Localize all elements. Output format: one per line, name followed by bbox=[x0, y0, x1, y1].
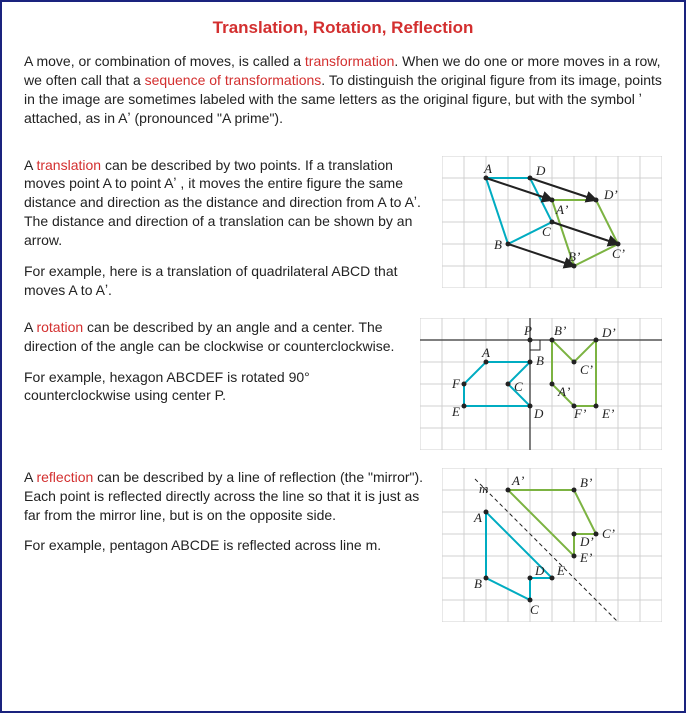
svg-text:A: A bbox=[483, 161, 492, 176]
translation-p2: For example, here is a translation of qu… bbox=[24, 262, 432, 300]
svg-text:B: B bbox=[474, 576, 482, 591]
reflection-svg: mA B C DE Aʼ Bʼ Cʼ DʼEʼ bbox=[442, 468, 662, 622]
svg-text:Aʼ: Aʼ bbox=[555, 202, 568, 217]
rotation-p1: A rotation can be described by an angle … bbox=[24, 318, 410, 356]
intro-t1: A move, or combination of moves, is call… bbox=[24, 53, 305, 69]
svg-text:Cʼ: Cʼ bbox=[612, 246, 625, 261]
svg-text:Bʼ: Bʼ bbox=[554, 323, 566, 338]
svg-text:A: A bbox=[481, 345, 490, 360]
term-reflection: reflection bbox=[36, 469, 93, 485]
svg-text:Dʼ: Dʼ bbox=[579, 534, 594, 549]
svg-text:D: D bbox=[534, 563, 545, 578]
page-title: Translation, Rotation, Reflection bbox=[24, 18, 662, 38]
svg-text:m: m bbox=[479, 481, 488, 496]
svg-text:Eʼ: Eʼ bbox=[579, 550, 592, 565]
reflection-p1: A reflection can be described by a line … bbox=[24, 468, 432, 525]
term-rotation: rotation bbox=[36, 319, 83, 335]
svg-text:F: F bbox=[451, 376, 461, 391]
translation-svg: A D B C Aʼ Dʼ Bʼ Cʼ bbox=[442, 156, 662, 288]
translation-p1: A translation can be described by two po… bbox=[24, 156, 432, 250]
term-translation: translation bbox=[36, 157, 101, 173]
svg-text:D: D bbox=[533, 406, 544, 421]
intro-paragraph: A move, or combination of moves, is call… bbox=[24, 52, 662, 128]
svg-text:P: P bbox=[523, 323, 532, 338]
svg-text:B: B bbox=[536, 353, 544, 368]
rotation-text: A rotation can be described by an angle … bbox=[24, 318, 410, 406]
rotation-svg: P A BCD EF Aʼ Bʼ Cʼ Dʼ Eʼ Fʼ bbox=[420, 318, 662, 450]
svg-text:Aʼ: Aʼ bbox=[557, 384, 570, 399]
svg-text:E: E bbox=[556, 563, 565, 578]
translation-text: A translation can be described by two po… bbox=[24, 156, 432, 300]
svg-text:B: B bbox=[494, 237, 502, 252]
sections: A translation can be described by two po… bbox=[24, 156, 662, 622]
reflection-p2: For example, pentagon ABCDE is reflected… bbox=[24, 536, 432, 555]
intro-term-transformation: transformation bbox=[305, 53, 394, 69]
section-rotation: A rotation can be described by an angle … bbox=[24, 318, 662, 450]
svg-text:Dʼ: Dʼ bbox=[603, 187, 618, 202]
svg-text:Dʼ: Dʼ bbox=[601, 325, 616, 340]
svg-text:Bʼ: Bʼ bbox=[580, 475, 592, 490]
svg-text:A: A bbox=[473, 510, 482, 525]
svg-text:Aʼ: Aʼ bbox=[511, 473, 524, 488]
svg-text:Bʼ: Bʼ bbox=[568, 249, 580, 264]
page-container: Translation, Rotation, Reflection A move… bbox=[0, 0, 686, 713]
svg-text:Eʼ: Eʼ bbox=[601, 406, 614, 421]
svg-text:C: C bbox=[542, 224, 551, 239]
translation-figure: A D B C Aʼ Dʼ Bʼ Cʼ bbox=[442, 156, 662, 288]
reflection-figure: mA B C DE Aʼ Bʼ Cʼ DʼEʼ bbox=[442, 468, 662, 622]
reflection-text: A reflection can be described by a line … bbox=[24, 468, 432, 556]
svg-text:Cʼ: Cʼ bbox=[602, 526, 615, 541]
svg-text:C: C bbox=[514, 379, 523, 394]
rotation-p2: For example, hexagon ABCDEF is rotated 9… bbox=[24, 368, 410, 406]
svg-text:Cʼ: Cʼ bbox=[580, 362, 593, 377]
svg-text:D: D bbox=[535, 163, 546, 178]
rotation-figure: P A BCD EF Aʼ Bʼ Cʼ Dʼ Eʼ Fʼ bbox=[420, 318, 662, 450]
svg-text:Fʼ: Fʼ bbox=[573, 406, 586, 421]
section-reflection: A reflection can be described by a line … bbox=[24, 468, 662, 622]
intro-term-sequence: sequence of transformations bbox=[145, 72, 322, 88]
svg-text:C: C bbox=[530, 602, 539, 617]
svg-text:E: E bbox=[451, 404, 460, 419]
section-translation: A translation can be described by two po… bbox=[24, 156, 662, 300]
